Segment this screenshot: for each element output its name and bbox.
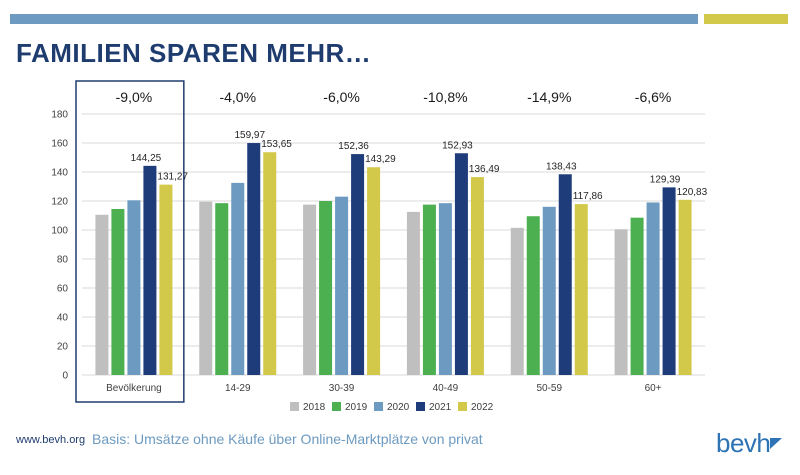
legend-label: 2018 [303,402,326,413]
bar [199,201,213,375]
y-tick-label: 20 [57,342,69,353]
bar [247,143,261,375]
bar [662,187,676,375]
y-tick-label: 80 [57,255,69,266]
bar [159,184,173,375]
bar [319,201,333,375]
legend-swatch [290,402,299,411]
data-label: 159,97 [234,130,265,141]
bar [678,199,692,375]
bar [143,165,157,375]
y-tick-label: 60 [57,284,69,295]
change-label: -6,6% [635,89,672,105]
bar [335,196,349,375]
bar [646,202,660,375]
bar [526,216,540,375]
bar [231,182,245,375]
bar [510,227,524,375]
y-tick-label: 180 [51,110,68,121]
logo-arrow-icon [770,438,782,449]
change-label: -14,9% [527,89,571,105]
bar [438,203,452,375]
change-label: -4,0% [219,89,256,105]
legend-label: 2022 [471,402,494,413]
data-label: 153,65 [261,139,292,150]
data-label: 152,36 [338,141,369,152]
x-tick-label: 50-59 [536,383,562,394]
change-label: -9,0% [116,89,153,105]
footer-url[interactable]: www.bevh.org [16,434,86,446]
data-label: 152,93 [442,140,473,151]
data-label: 143,29 [365,154,396,165]
bar [614,229,628,375]
bar [454,153,468,375]
highlight-box [75,80,185,403]
bar [303,204,317,375]
data-label: 144,25 [131,153,162,164]
legend-label: 2020 [387,402,410,413]
bar [215,203,229,375]
x-tick-label: 14-29 [225,383,251,394]
change-label: -6,0% [323,89,360,105]
data-label: 120,83 [677,187,708,198]
bar [558,174,572,375]
bar [406,211,420,375]
data-label: 129,39 [650,174,681,185]
legend-label: 2019 [345,402,368,413]
bar [367,167,381,375]
y-tick-label: 140 [51,168,68,179]
y-tick-label: 160 [51,139,68,150]
legend-swatch [458,402,467,411]
x-tick-label: 60+ [645,383,662,394]
x-tick-label: 40-49 [433,383,459,394]
x-tick-label: Bevölkerung [106,383,162,394]
bevh-logo: bevh [716,428,786,462]
legend-swatch [374,402,383,411]
page-title: FAMILIEN SPAREN MEHR… [16,38,372,68]
bar [111,208,125,375]
bar [470,177,484,375]
legend-swatch [416,402,425,411]
bar [351,154,365,375]
data-label: 138,43 [546,161,577,172]
top-accent-bar-gold [704,14,788,24]
bar [422,204,436,375]
footer-basis-note: Basis: Umsätze ohne Käufe über Online-Ma… [92,431,483,447]
data-label: 117,86 [573,191,603,202]
y-tick-label: 120 [51,197,68,208]
y-tick-label: 40 [57,313,69,324]
change-label: -10,8% [423,89,467,105]
bar [263,152,277,375]
bar [574,204,588,375]
bar [127,200,141,375]
x-tick-label: 30-39 [329,383,355,394]
y-tick-label: 100 [51,226,68,237]
legend-label: 2021 [429,402,452,413]
top-accent-bar-blue [10,14,698,24]
logo-text: bevh [716,428,771,458]
bar [95,214,109,375]
bar [542,206,556,375]
legend-swatch [332,402,341,411]
data-label: 136,49 [469,164,500,175]
data-label: 131,27 [157,172,188,183]
y-tick-label: 0 [62,371,68,382]
bar [630,217,644,375]
